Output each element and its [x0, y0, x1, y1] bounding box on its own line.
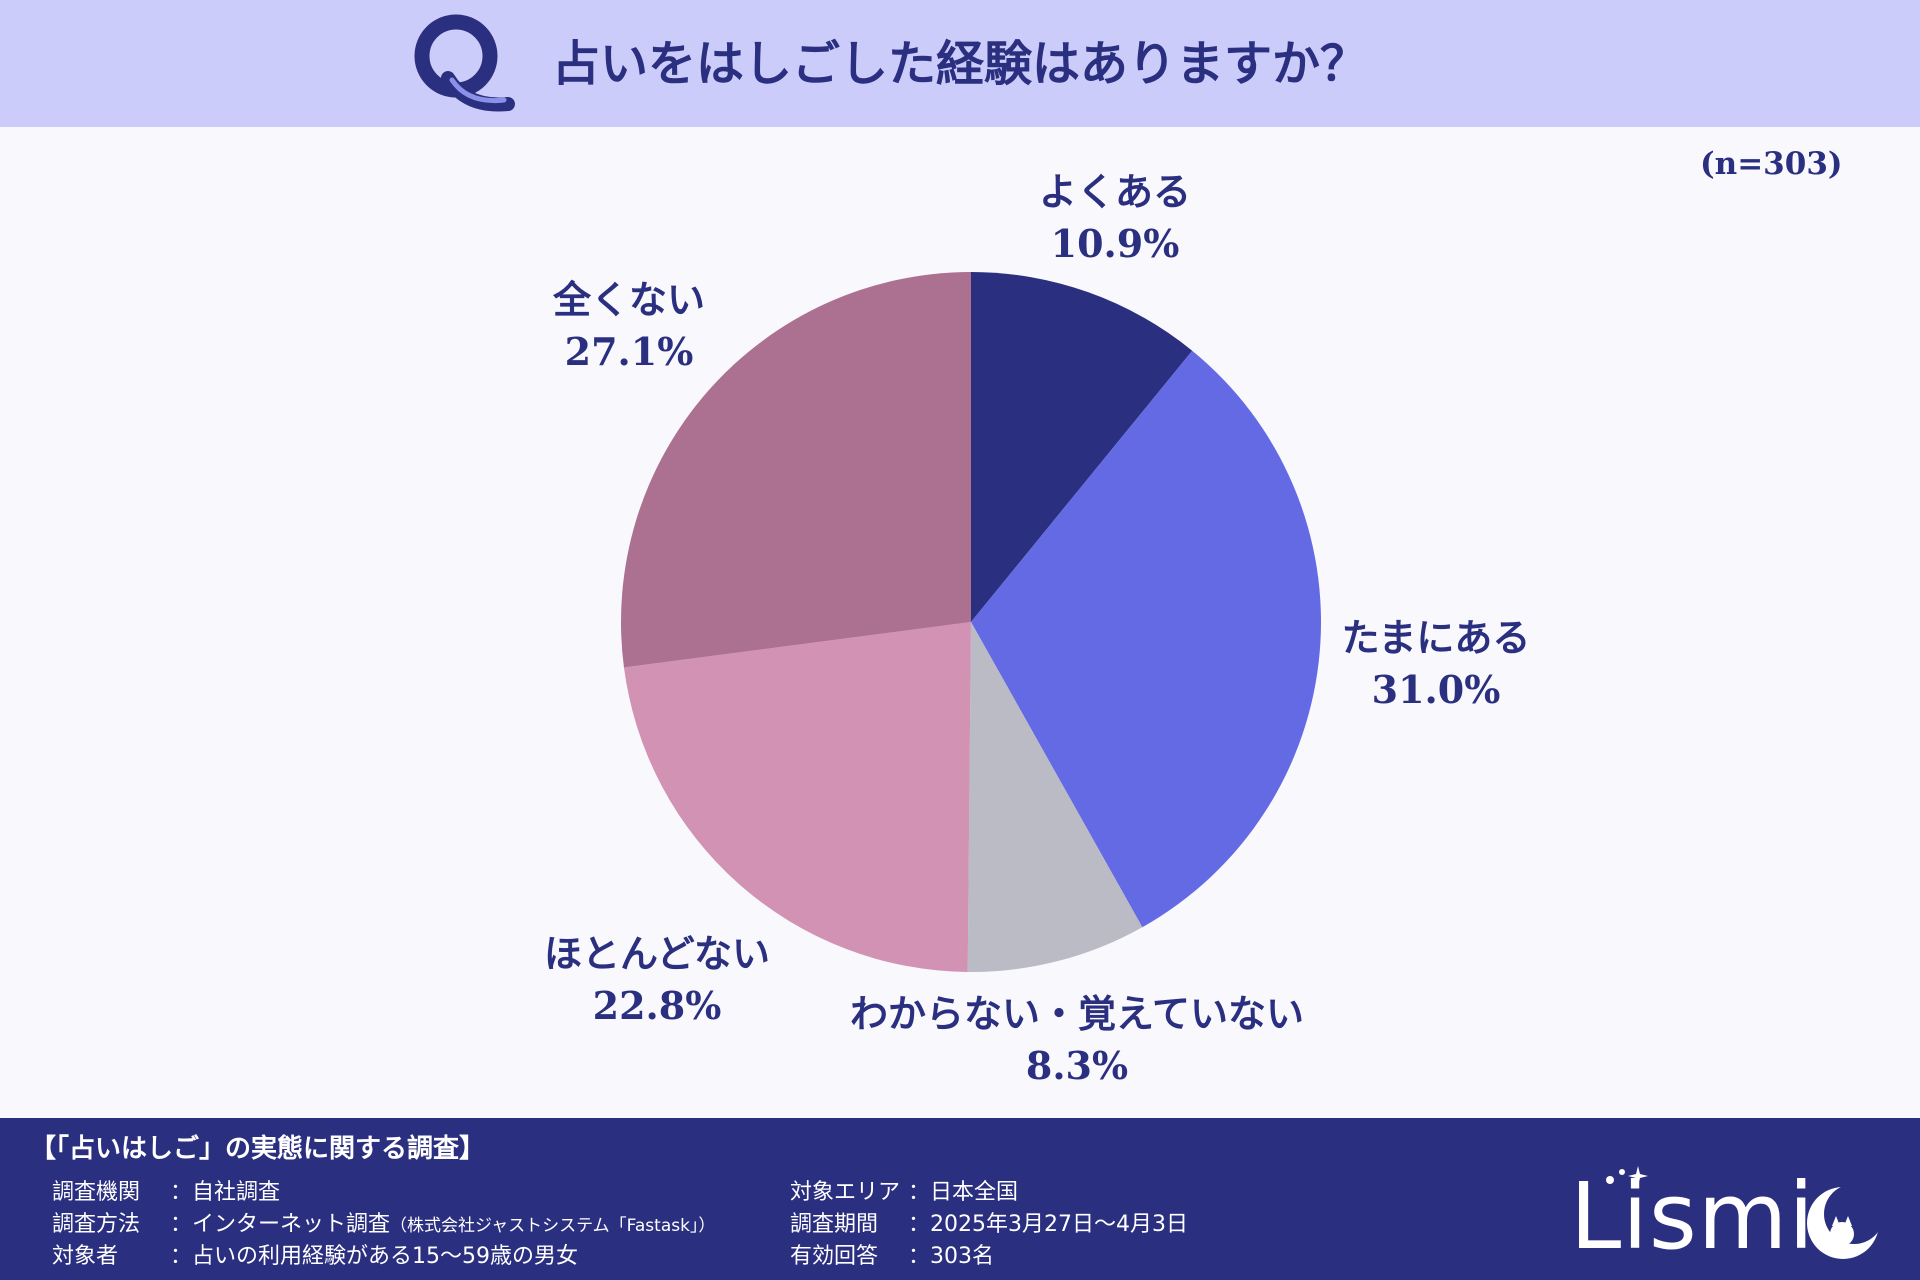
page-title: 占いをはしごした経験はありますか？ [552, 36, 1369, 92]
slice-percent: 27.1% [564, 329, 694, 374]
slice-percent: 22.8% [592, 983, 722, 1028]
slice-label-wakaranai: わからない・覚えていない 8.3% [850, 988, 1304, 1092]
pie-slice [623, 622, 971, 972]
info-key: 対象エリア [790, 1180, 901, 1205]
info-key: 調査機関 [52, 1180, 141, 1205]
moon-cat-icon [1807, 1184, 1884, 1259]
header-band: 占いをはしごした経験はありますか？ [0, 0, 1920, 127]
info-key: 調査期間 [790, 1212, 879, 1237]
pie-slice [967, 622, 1143, 972]
slice-percent: 10.9% [1050, 221, 1180, 266]
pie-slice [971, 350, 1321, 928]
info-colon: ： [908, 1244, 931, 1269]
slice-name: わからない・覚えていない [849, 992, 1305, 1036]
info-value: 日本全国 [930, 1180, 1019, 1205]
slice-percent: 8.3% [1025, 1043, 1129, 1088]
slice-label-mattaku-nai: 全くない 27.1% [553, 274, 705, 378]
slice-label-tama-ni-aru: たまにある 31.0% [1342, 612, 1531, 716]
slice-name: よくある [1038, 170, 1192, 214]
info-key: 対象者 [52, 1244, 119, 1269]
sample-size-label: (n=303) [1700, 146, 1843, 182]
info-value: インターネット調査（株式会社ジャストシステム「Fastask」） [192, 1206, 715, 1238]
slice-name: ほとんどない [543, 932, 771, 976]
sparkle-icon [1606, 1166, 1648, 1186]
info-colon: ： [170, 1212, 193, 1237]
survey-title: 【「占いはしご」の実態に関する調査】 [30, 1134, 486, 1164]
survey-footer: 【「占いはしご」の実態に関する調査】 調査機関 ： 自社調査 調査方法 ： イン… [0, 1118, 1920, 1280]
lismi-logo: Lismi [1570, 1162, 1890, 1272]
slice-label-hotondo-nai: ほとんどない 22.8% [544, 928, 770, 1032]
info-key: 調査方法 [52, 1212, 141, 1237]
info-value-note: （株式会社ジャストシステム「Fastask」） [390, 1216, 716, 1236]
q-icon [414, 14, 515, 112]
pie-slice [971, 272, 1193, 622]
pie-slice [620, 272, 971, 668]
info-value: 2025年3月27日～4月3日 [930, 1212, 1188, 1237]
slice-label-yoku-aru: よくある 10.9% [1039, 166, 1191, 270]
info-colon: ： [908, 1212, 931, 1237]
info-colon: ： [170, 1180, 193, 1205]
info-key: 有効回答 [790, 1244, 879, 1269]
pie-chart [620, 272, 1321, 972]
info-value-main: インターネット調査 [192, 1212, 391, 1237]
info-colon: ： [908, 1180, 931, 1205]
slice-percent: 31.0% [1371, 667, 1501, 712]
info-colon: ： [170, 1244, 193, 1269]
info-value: 自社調査 [192, 1180, 281, 1205]
slice-name: たまにある [1341, 616, 1531, 660]
info-value: 303名 [930, 1244, 994, 1269]
info-value: 占いの利用経験がある15～59歳の男女 [192, 1244, 578, 1269]
slice-name: 全くない [552, 278, 706, 322]
